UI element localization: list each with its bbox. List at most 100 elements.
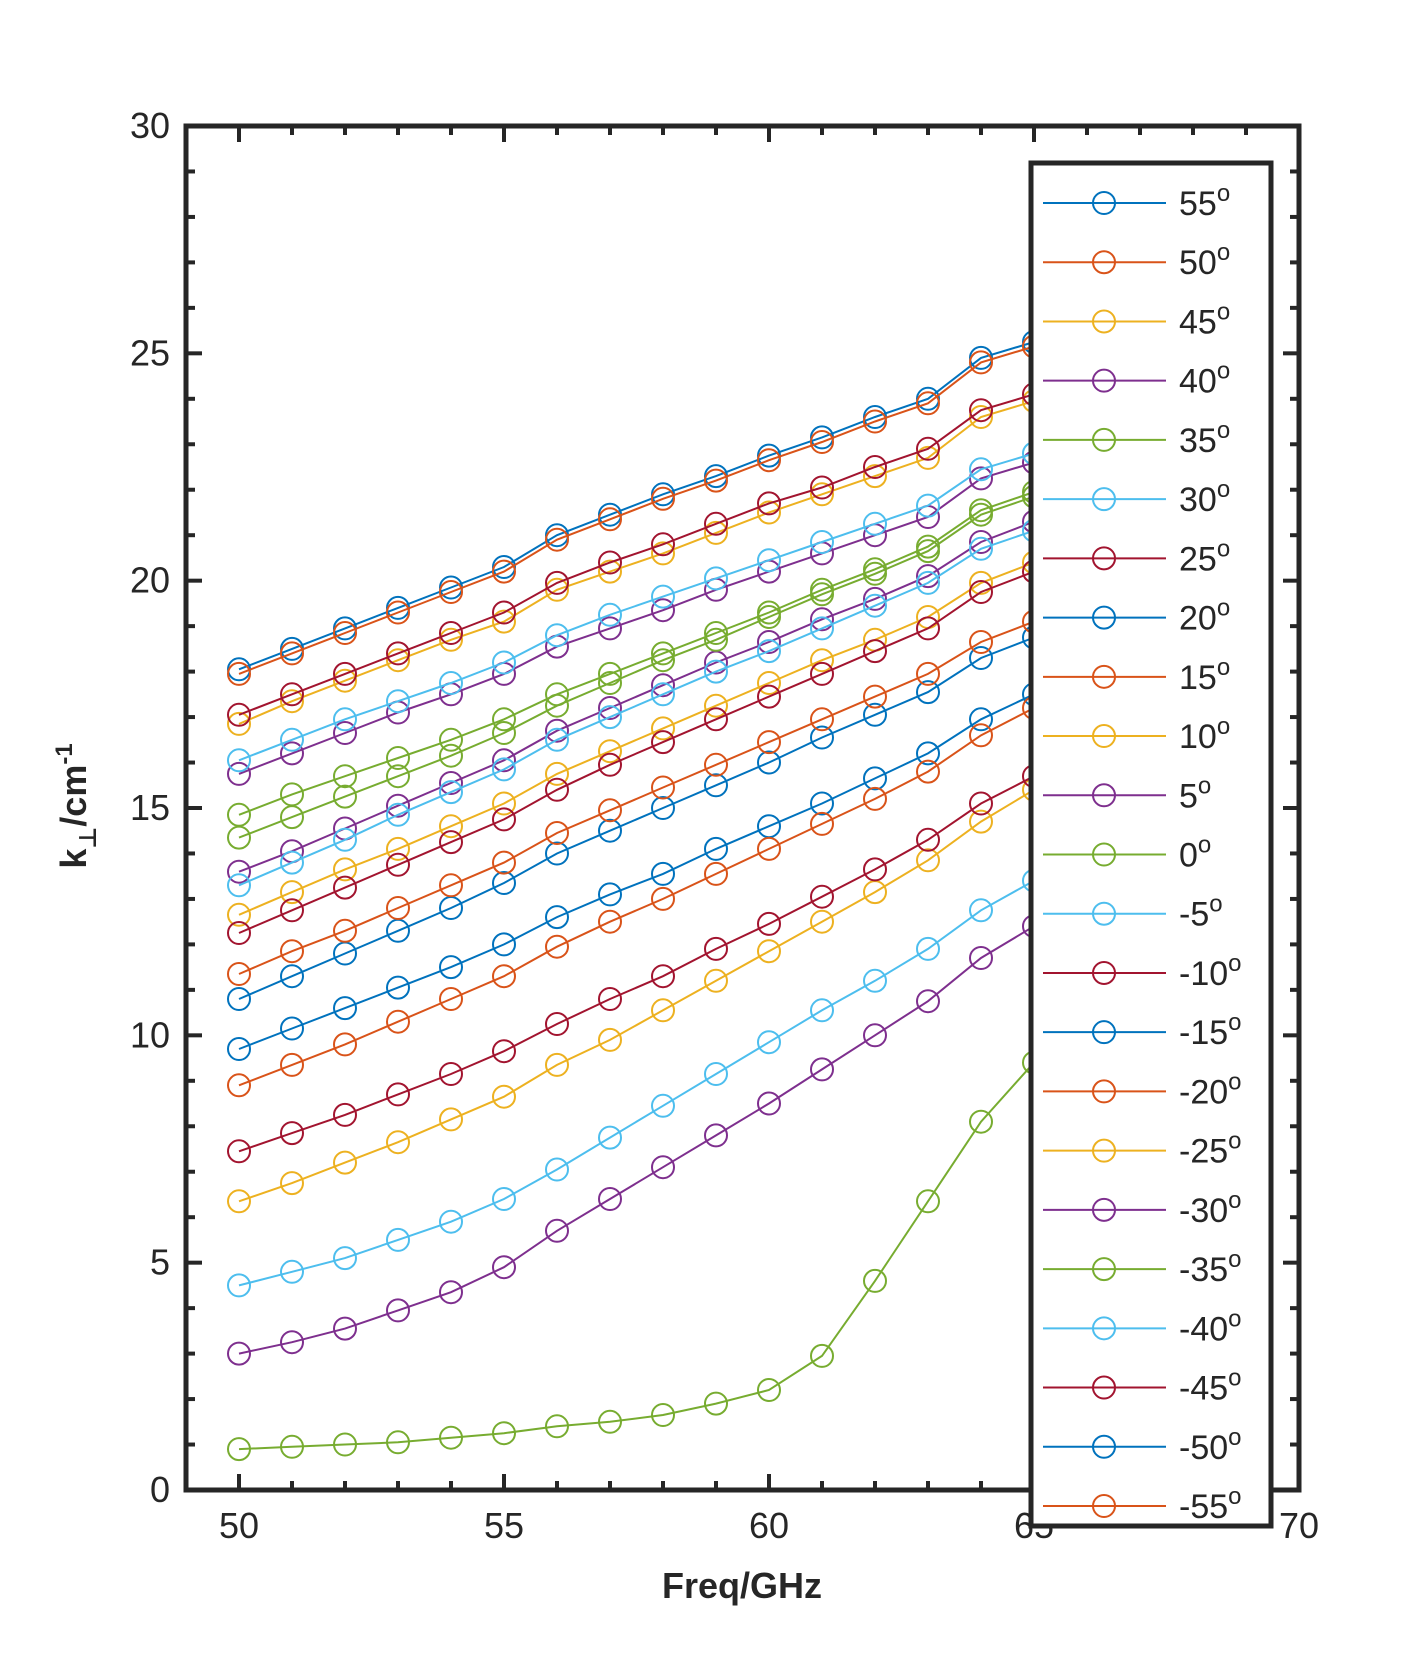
legend-label: -15o — [1179, 1009, 1242, 1052]
series--5 — [227, 518, 1046, 898]
data-point — [916, 445, 940, 470]
data-point — [227, 748, 251, 773]
series-line — [238, 788, 1035, 1203]
data-point — [651, 598, 675, 623]
series-line — [238, 693, 1035, 1050]
legend-item: -30o — [1043, 1187, 1242, 1230]
data-point — [492, 1421, 516, 1446]
data-point — [598, 1125, 622, 1150]
data-point — [757, 730, 781, 755]
data-point — [704, 566, 728, 591]
data-point — [704, 627, 728, 652]
legend-label: 5o — [1179, 772, 1211, 815]
data-point — [704, 693, 728, 718]
legend-item: -35o — [1043, 1246, 1242, 1289]
data-point — [810, 475, 834, 500]
data-point — [863, 684, 887, 709]
legend-marker — [1092, 250, 1116, 275]
series-30 — [227, 441, 1046, 773]
data-point — [227, 1037, 251, 1061]
data-point — [704, 520, 728, 545]
legend-marker — [1092, 1494, 1116, 1518]
legend-label: -20o — [1179, 1068, 1242, 1111]
data-point — [863, 766, 887, 791]
data-point — [545, 1052, 569, 1077]
data-point — [492, 791, 516, 816]
legend-label: -55o — [1179, 1483, 1242, 1526]
data-point — [757, 448, 781, 473]
y-tick-label: 30 — [130, 105, 170, 146]
data-point — [969, 530, 993, 554]
data-point — [545, 1012, 569, 1036]
data-point — [333, 1316, 357, 1341]
data-point — [863, 593, 887, 618]
data-point — [969, 809, 993, 834]
series-line — [238, 529, 1035, 887]
legend-item: -45o — [1043, 1365, 1242, 1408]
data-point — [439, 814, 463, 839]
legend-item: 35o — [1043, 417, 1230, 460]
data-point — [227, 1341, 251, 1366]
data-point — [386, 600, 410, 625]
data-point — [280, 1121, 304, 1146]
data-point — [227, 859, 251, 884]
legend-label: -5o — [1179, 891, 1223, 934]
x-axis-label: Freq/GHz — [662, 1565, 822, 1606]
data-point — [651, 541, 675, 566]
series-45 — [227, 389, 1046, 736]
data-point — [227, 1273, 251, 1298]
series-line — [238, 491, 1035, 816]
data-point — [386, 836, 410, 861]
data-point — [863, 409, 887, 434]
data-point — [598, 1027, 622, 1052]
legend-item: 50o — [1043, 239, 1230, 282]
data-point — [439, 955, 463, 980]
data-point — [757, 1091, 781, 1116]
series-line — [238, 925, 1035, 1355]
data-point — [863, 464, 887, 489]
data-point — [651, 998, 675, 1023]
y-axis-label-superscript: -1 — [51, 743, 78, 764]
data-point — [651, 1093, 675, 1118]
data-point — [598, 705, 622, 730]
legend-marker — [1092, 1020, 1116, 1045]
data-point — [704, 1391, 728, 1416]
series-line — [238, 341, 1035, 671]
data-point — [704, 659, 728, 684]
data-point — [916, 661, 940, 686]
data-point — [333, 875, 357, 900]
legend-item: 0o — [1043, 832, 1211, 875]
data-point — [651, 486, 675, 511]
data-point — [227, 921, 251, 945]
data-point — [333, 1032, 357, 1057]
legend-item: -55o — [1043, 1483, 1242, 1526]
legend-marker — [1092, 1197, 1116, 1222]
y-tick-label: 10 — [130, 1014, 170, 1055]
data-point — [916, 493, 940, 518]
data-point — [333, 918, 357, 943]
data-point — [227, 962, 251, 986]
data-point — [757, 671, 781, 695]
data-point — [916, 436, 940, 461]
legend-label: 30o — [1179, 476, 1230, 519]
data-point — [545, 693, 569, 718]
data-point — [810, 884, 834, 909]
x-tick-label: 60 — [749, 1505, 789, 1546]
legend-label: -25o — [1179, 1128, 1242, 1171]
data-point — [969, 791, 993, 816]
data-point — [916, 989, 940, 1014]
data-point — [439, 627, 463, 652]
data-point — [492, 1255, 516, 1280]
data-point — [280, 1052, 304, 1077]
data-point — [439, 743, 463, 768]
data-point — [386, 896, 410, 920]
data-point — [651, 1403, 675, 1427]
legend-item: -15o — [1043, 1009, 1242, 1052]
series-line — [238, 345, 1035, 675]
data-point — [916, 741, 940, 766]
data-point — [863, 455, 887, 479]
series--10 — [227, 559, 1046, 945]
data-point — [704, 861, 728, 886]
data-point — [969, 580, 993, 604]
data-point — [863, 968, 887, 993]
